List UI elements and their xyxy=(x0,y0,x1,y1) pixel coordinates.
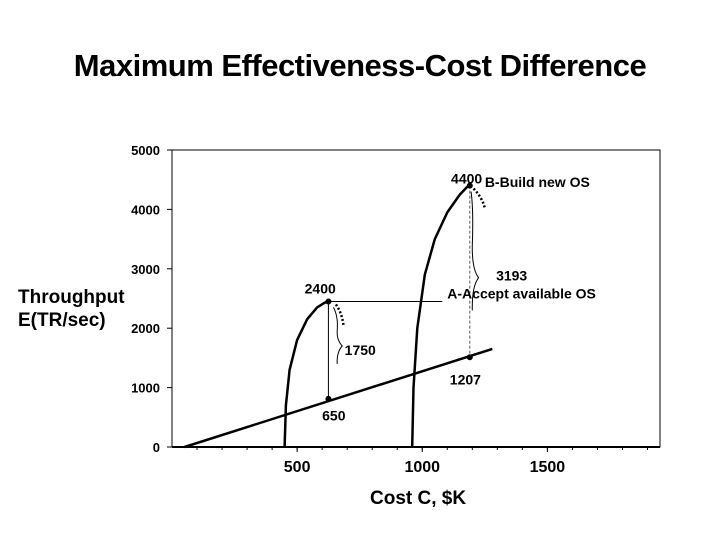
y-axis-label-line2: E(TR/sec) xyxy=(18,310,106,331)
annotation-label: 1207 xyxy=(450,372,481,388)
annotation-label: 650 xyxy=(322,407,346,423)
cost-line xyxy=(184,347,493,449)
brace-b xyxy=(470,191,480,311)
dotted-arc-a xyxy=(334,303,345,326)
annotation-label: 2400 xyxy=(305,281,336,297)
data-point xyxy=(466,354,473,361)
annotation-label: 1750 xyxy=(345,342,376,358)
x-axis-label: Cost C, $K xyxy=(370,488,467,509)
x-tick-label: 1500 xyxy=(530,459,566,476)
y-tick-label: 4000 xyxy=(131,202,160,217)
annotation-label: B-Build new OS xyxy=(485,174,590,190)
data-point xyxy=(466,182,473,189)
annotation-label: 3193 xyxy=(496,268,527,284)
y-axis-label: Throughput E(TR/sec) xyxy=(18,286,125,332)
y-tick-label: 2000 xyxy=(131,321,160,336)
curve-a-line xyxy=(283,300,331,448)
dotted-arc-b xyxy=(472,187,487,209)
y-tick-label: 1000 xyxy=(131,381,160,396)
y-tick-label: 5000 xyxy=(131,143,160,158)
x-tick-label: 1000 xyxy=(404,459,440,476)
chart-title: Maximum Effectiveness-Cost Difference xyxy=(73,48,647,83)
brace-a xyxy=(332,307,343,364)
y-axis-label-line1: Throughput xyxy=(18,287,125,308)
annotation-label: 4400 xyxy=(451,170,482,186)
curve-b-line xyxy=(410,184,473,448)
x-tick-label: 500 xyxy=(284,459,311,476)
data-point xyxy=(325,298,332,305)
data-point xyxy=(325,395,332,402)
y-tick-label: 0 xyxy=(153,440,160,455)
y-tick-label: 3000 xyxy=(131,262,160,277)
annotation-label: A-Accept available OS xyxy=(447,286,596,302)
